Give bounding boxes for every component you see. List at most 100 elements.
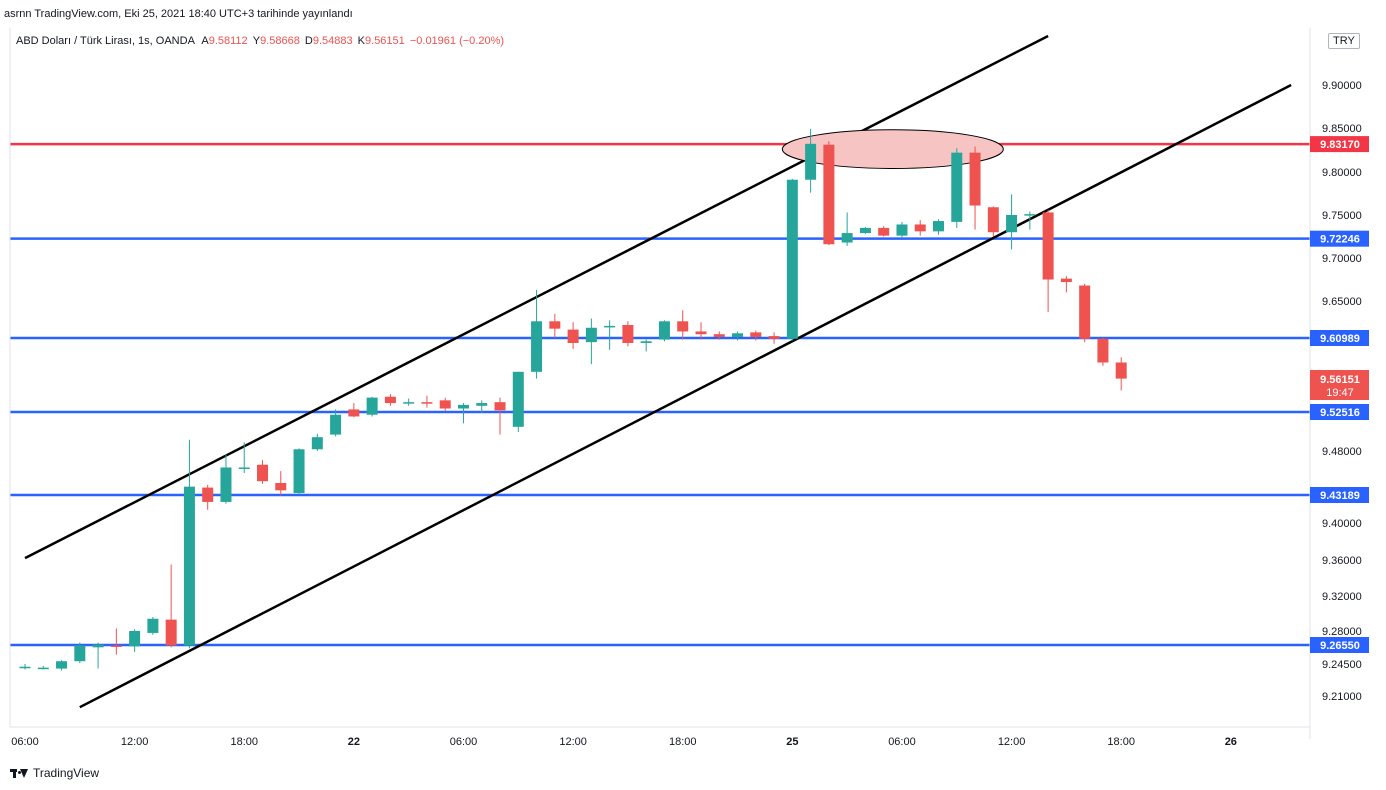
candle xyxy=(74,642,86,664)
x-tick-label: 06:00 xyxy=(11,736,39,748)
x-tick-label: 18:00 xyxy=(1107,736,1135,748)
last-price-tag xyxy=(1310,370,1369,400)
candle xyxy=(567,322,579,349)
candle-body xyxy=(439,400,451,409)
y-tick-label: 9.28000 xyxy=(1322,626,1362,638)
candle xyxy=(768,332,780,344)
candle-body xyxy=(110,645,122,647)
y-tick-label: 9.21000 xyxy=(1322,691,1362,703)
y-tick-label: 9.36000 xyxy=(1322,555,1362,567)
candle xyxy=(969,146,981,230)
candle-body xyxy=(750,332,762,337)
x-tick-label: 18:00 xyxy=(669,736,697,748)
candle xyxy=(695,322,707,340)
level-price-label: 9.43189 xyxy=(1320,490,1360,502)
candle-body xyxy=(129,631,141,647)
candle-body xyxy=(74,645,86,662)
level-price-tag xyxy=(1310,330,1369,346)
candle xyxy=(165,564,177,648)
candle-body xyxy=(257,464,269,482)
candle-body xyxy=(604,325,616,328)
x-tick-label: 06:00 xyxy=(888,736,916,748)
y-tick-label: 9.48000 xyxy=(1322,446,1362,458)
x-tick-label: 12:00 xyxy=(998,736,1026,748)
candle xyxy=(677,310,689,340)
candle xyxy=(1097,337,1109,366)
candle xyxy=(512,371,524,433)
y-tick-label: 9.32000 xyxy=(1322,591,1362,603)
candle-body xyxy=(549,321,561,329)
candle-body xyxy=(1097,338,1109,363)
y-tick-label: 9.24500 xyxy=(1322,659,1362,671)
x-tick-label: 12:00 xyxy=(121,736,149,748)
candle xyxy=(37,665,49,670)
tradingview-logo-icon xyxy=(10,767,28,779)
candle xyxy=(403,398,415,406)
level-price-label: 9.26550 xyxy=(1320,640,1360,652)
candle xyxy=(110,628,122,655)
candle-body xyxy=(768,336,780,339)
candle-body xyxy=(183,486,195,646)
candle xyxy=(914,220,926,236)
candle-body xyxy=(275,483,287,491)
candle xyxy=(494,397,506,435)
y-tick-label: 9.90000 xyxy=(1322,80,1362,92)
candle xyxy=(129,629,141,652)
last-price-label: 9.56151 xyxy=(1320,374,1360,386)
candle xyxy=(275,471,287,496)
candle xyxy=(531,289,543,379)
candle-body xyxy=(695,331,707,335)
candle-body xyxy=(220,467,232,502)
candle-body xyxy=(969,152,981,206)
legend-low-label: D xyxy=(304,35,313,47)
publish-header: asrnn TradingView.com, Eki 25, 2021 18:4… xyxy=(4,8,353,20)
candle-body xyxy=(531,321,543,372)
candle xyxy=(823,141,835,246)
candle xyxy=(640,339,652,352)
x-tick-label: 25 xyxy=(786,736,798,748)
level-price-label: 9.72246 xyxy=(1320,234,1360,246)
candle-body xyxy=(622,324,634,343)
candle xyxy=(457,403,469,424)
candle xyxy=(1024,211,1036,230)
candle-body xyxy=(311,437,323,450)
y-tick-label: 9.75000 xyxy=(1322,210,1362,222)
currency-badge[interactable]: TRY xyxy=(1328,33,1360,49)
candle xyxy=(1079,283,1091,343)
footer-brand[interactable]: TradingView xyxy=(10,764,99,782)
candle xyxy=(951,148,963,228)
candle xyxy=(604,320,616,350)
candle-body xyxy=(786,179,798,339)
x-tick-label: 12:00 xyxy=(559,736,587,748)
level-price-tag xyxy=(1310,136,1369,153)
candle xyxy=(348,403,360,418)
candle xyxy=(549,313,561,338)
candle-body xyxy=(567,329,579,343)
candle xyxy=(56,660,68,671)
candle xyxy=(92,642,104,669)
candle-body xyxy=(348,409,360,417)
candle xyxy=(366,396,378,417)
candle xyxy=(987,206,999,237)
candle-body xyxy=(732,333,744,337)
candle xyxy=(19,664,31,670)
candle-body xyxy=(1006,215,1018,233)
candle-body xyxy=(951,152,963,222)
candle xyxy=(1042,209,1054,313)
legend-open-label: A xyxy=(201,35,209,47)
x-tick-label: 26 xyxy=(1225,736,1237,748)
candle-body xyxy=(457,404,469,409)
y-tick-label: 9.40000 xyxy=(1322,518,1362,530)
candle-body xyxy=(330,414,342,435)
level-price-label: 9.52516 xyxy=(1320,407,1360,419)
candle-body xyxy=(1024,214,1036,216)
candle-body xyxy=(805,143,817,180)
candle xyxy=(933,219,944,235)
footer-brand-label: TradingView xyxy=(33,766,100,780)
candle-body xyxy=(202,487,214,502)
candle-body xyxy=(677,321,689,332)
x-tick-label: 18:00 xyxy=(230,736,258,748)
candle-body xyxy=(640,341,652,343)
highlight-ellipse xyxy=(781,129,1004,169)
